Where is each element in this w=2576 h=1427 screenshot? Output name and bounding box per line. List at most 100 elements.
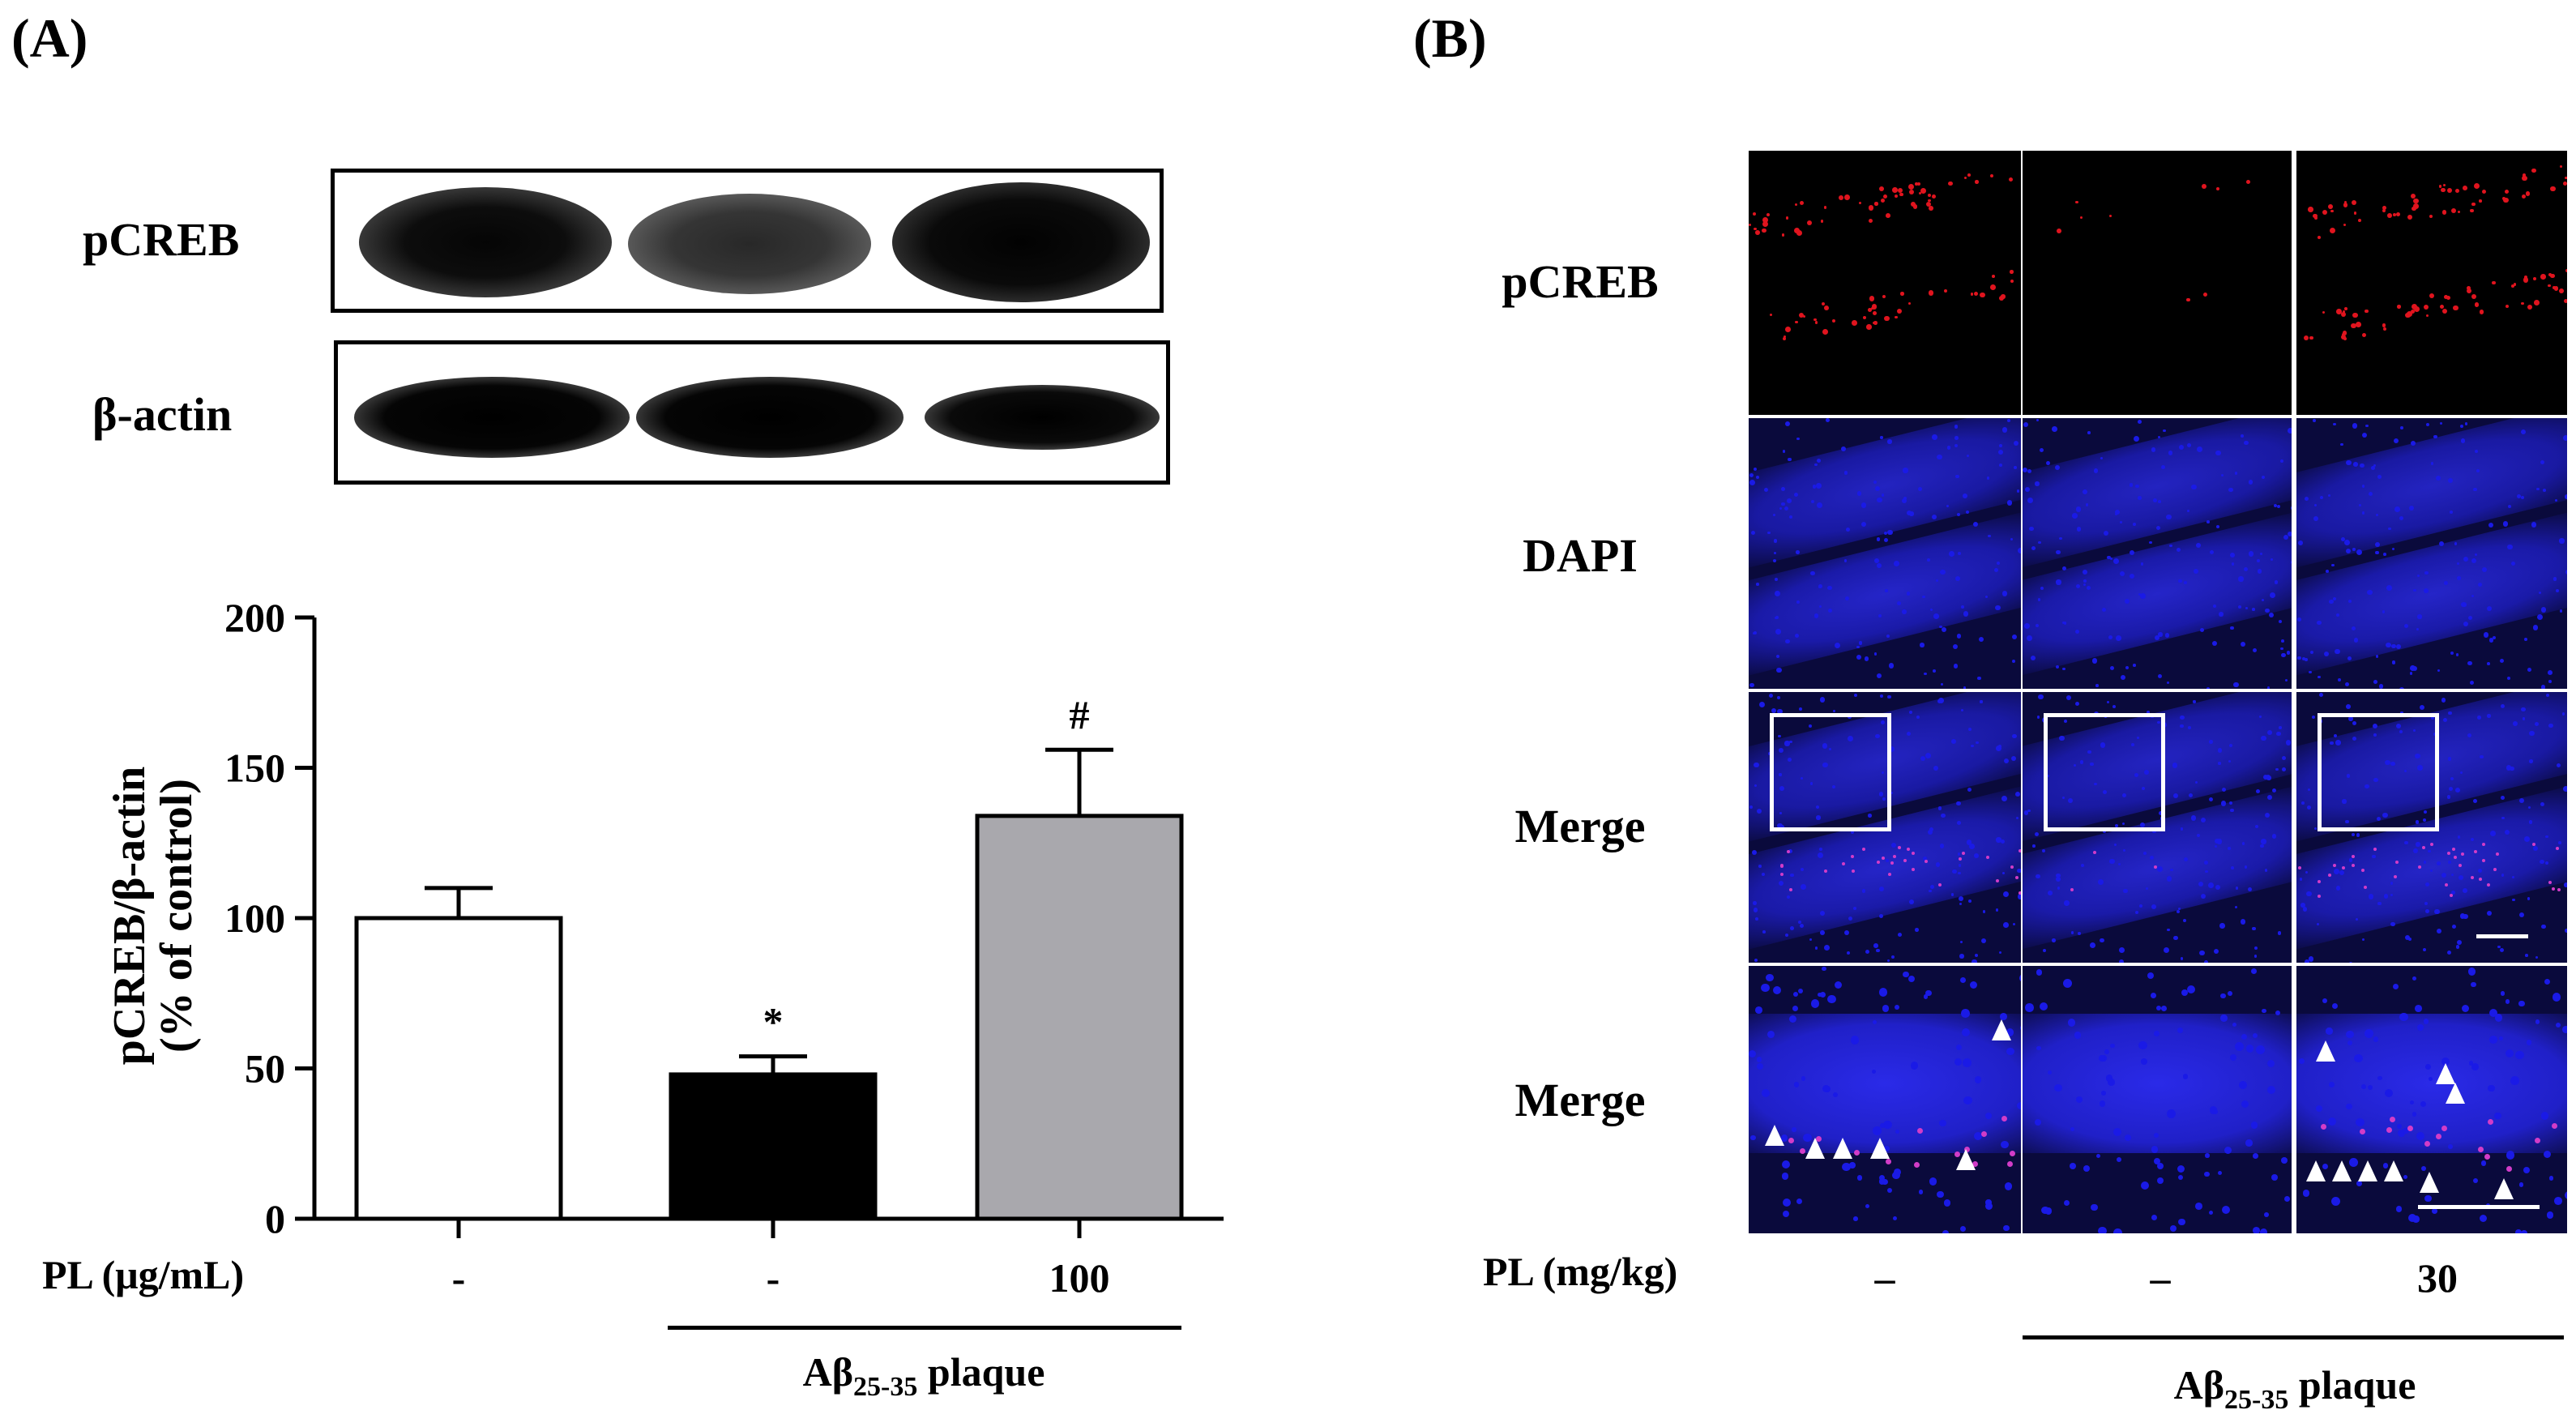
signal-dot <box>2506 1165 2512 1172</box>
signal-dot <box>1778 734 1781 738</box>
signal-dot <box>2309 651 2313 655</box>
signal-dot <box>1749 473 1754 478</box>
signal-dot <box>1832 784 1836 789</box>
signal-dot <box>2373 1036 2379 1043</box>
signal-dot <box>2457 835 2461 839</box>
signal-dot <box>1785 327 1791 333</box>
signal-dot <box>1924 672 1927 675</box>
signal-dot <box>2423 818 2427 822</box>
signal-dot <box>1906 848 1910 852</box>
signal-dot <box>2309 670 2312 673</box>
signal-dot <box>1925 752 1932 758</box>
signal-dot <box>2157 1177 2164 1185</box>
signal-dot <box>2018 848 2021 852</box>
signal-dot <box>2262 475 2266 480</box>
y-tick-label: 200 <box>224 595 285 640</box>
signal-dot <box>2104 1049 2110 1055</box>
signal-dot <box>2559 538 2565 544</box>
signal-dot <box>2339 870 2344 876</box>
signal-dot <box>1880 436 1883 439</box>
signal-dot <box>2232 1022 2237 1028</box>
signal-dot <box>2141 1057 2148 1065</box>
signal-dot <box>2555 589 2559 593</box>
signal-dot <box>1817 852 1823 858</box>
signal-dot <box>2297 656 2301 660</box>
signal-dot <box>1971 744 1974 748</box>
signal-dot <box>2317 922 2320 926</box>
signal-dot <box>2116 634 2122 641</box>
signal-dot <box>2002 427 2008 433</box>
signal-dot <box>2006 1047 2014 1056</box>
signal-dot <box>2441 698 2446 703</box>
signal-dot <box>2154 865 2158 869</box>
signal-dot <box>2336 309 2343 314</box>
signal-dot <box>1786 849 1790 853</box>
signal-dot <box>2151 1146 2159 1153</box>
signal-dot <box>2264 868 2268 872</box>
signal-dot <box>2416 1132 2424 1141</box>
signal-dot <box>2318 235 2322 240</box>
signal-dot <box>1988 534 1991 537</box>
signal-dot <box>1992 274 1996 278</box>
signal-dot <box>2518 1001 2524 1006</box>
blot-label-pcreb: pCREB <box>83 213 240 266</box>
signal-dot <box>1788 515 1792 519</box>
signal-dot <box>2229 744 2233 748</box>
signal-dot <box>2336 613 2340 617</box>
signal-dot <box>1974 852 1980 858</box>
signal-dot <box>2083 583 2086 587</box>
signal-dot <box>2470 208 2474 213</box>
signal-dot <box>1877 562 1882 568</box>
signal-dot <box>1876 948 1880 953</box>
signal-dot <box>1779 786 1784 791</box>
signal-dot <box>1965 510 1970 515</box>
signal-dot <box>2433 434 2437 439</box>
signal-dot <box>1973 1131 1983 1141</box>
signal-dot <box>2360 1129 2366 1135</box>
signal-dot <box>2202 183 2207 189</box>
signal-dot <box>1881 856 1885 860</box>
signal-dot <box>1959 902 1963 906</box>
signal-dot <box>2488 1035 2497 1044</box>
signal-dot <box>1781 502 1785 506</box>
signal-dot <box>2468 1061 2474 1066</box>
signal-dot <box>2042 849 2046 853</box>
signal-dot <box>2108 1079 2115 1086</box>
signal-dot <box>2266 775 2271 780</box>
signal-dot <box>2439 421 2443 425</box>
signal-dot <box>1906 592 1911 596</box>
signal-dot <box>2214 845 2217 848</box>
signal-dot <box>1980 700 1983 703</box>
signal-dot <box>2480 754 2484 758</box>
signal-dot <box>2228 847 2232 851</box>
signal-dot <box>2014 875 2019 879</box>
signal-dot <box>1908 710 1912 714</box>
signal-dot <box>1966 840 1972 845</box>
signal-dot <box>2159 811 2164 816</box>
signal-dot <box>1885 1159 1891 1165</box>
signal-dot <box>2525 954 2528 957</box>
signal-dot <box>2244 865 2247 869</box>
signal-dot <box>2239 1081 2248 1089</box>
signal-dot <box>1873 1126 1882 1135</box>
signal-dot <box>2134 772 2139 777</box>
signal-dot <box>2035 1119 2042 1126</box>
signal-dot <box>2494 1112 2501 1120</box>
signal-dot <box>2501 874 2505 877</box>
signal-dot <box>2024 623 2031 630</box>
signal-dot <box>2479 310 2484 314</box>
signal-dot <box>2463 186 2468 191</box>
signal-dot <box>2506 1151 2514 1160</box>
signal-dot <box>2476 469 2480 473</box>
signal-dot <box>1980 292 1985 298</box>
signal-dot <box>2504 829 2510 835</box>
signal-dot <box>2534 300 2540 306</box>
signal-dot <box>2360 463 2365 468</box>
signal-dot <box>2318 676 2321 679</box>
signal-dot <box>2548 723 2553 728</box>
signal-dot <box>2158 500 2162 504</box>
signal-dot <box>2125 599 2130 605</box>
signal-dot <box>2094 782 2097 786</box>
signal-dot <box>2241 1033 2248 1040</box>
signal-dot <box>2342 310 2346 314</box>
